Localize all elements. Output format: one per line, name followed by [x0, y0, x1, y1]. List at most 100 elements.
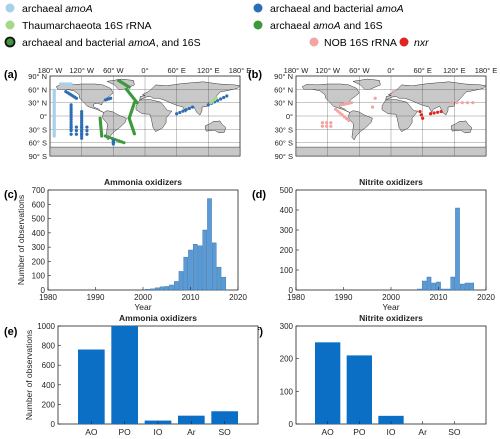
y-tick-label: 200: [280, 246, 294, 255]
y-axis-label: Number of observations: [16, 195, 26, 285]
bar: [164, 286, 170, 291]
map-lat-tick-label: 60° N: [274, 85, 293, 94]
legend-item-nxr: nxr: [399, 37, 429, 49]
legend-label: nxr: [414, 37, 429, 49]
sample-point: [450, 101, 454, 105]
x-tick-label: 1980: [39, 293, 57, 302]
y-tick-label: 100: [32, 272, 46, 281]
map-lon-tick-label: 0°: [387, 66, 394, 75]
legend-item-nob-16s: NOB 16S rRNA: [309, 37, 397, 49]
legend-label: Thaumarchaeota 16S rRNA: [22, 20, 152, 32]
sample-point: [80, 136, 84, 140]
map-lat-tick-label: 30° S: [275, 125, 293, 134]
sample-point: [340, 113, 344, 117]
legend-marker: [399, 37, 409, 47]
sample-point: [100, 134, 104, 138]
map-lat-tick-label: 30° S: [29, 125, 47, 134]
sample-point: [74, 96, 78, 100]
sample-point: [85, 132, 89, 136]
sample-point: [333, 107, 338, 111]
x-tick-label: Ar: [418, 427, 427, 437]
map-lon-tick-label: 180° E: [475, 66, 498, 75]
y-tick-label: 500: [32, 215, 46, 224]
x-tick-label: 1990: [87, 293, 105, 302]
y-tick-label: 700: [32, 186, 46, 195]
y-tick-label: 200: [42, 400, 56, 409]
map-lon-tick-label: 120° E: [197, 66, 220, 75]
plot-area: [295, 189, 487, 291]
bar: [159, 286, 165, 291]
legend-item-archaeal-amoa: archaeal amoA: [5, 3, 93, 15]
y-tick-label: 400: [32, 229, 46, 238]
bar: [221, 276, 227, 291]
sample-point: [69, 122, 73, 127]
sample-point: [436, 110, 440, 114]
legend-marker: [253, 20, 263, 30]
chart-title: Ammonia oxidizers: [104, 177, 182, 187]
sample-point: [74, 129, 78, 133]
sample-point: [222, 95, 226, 100]
land-polygon: [352, 78, 381, 90]
y-tick-label: 600: [42, 361, 56, 370]
x-tick-label: 1980: [287, 293, 305, 302]
sample-point: [85, 125, 89, 129]
bar: [211, 411, 238, 424]
legend-marker: [5, 20, 15, 30]
y-tick-label: 400: [280, 206, 294, 215]
map-lat-tick-label: 30° N: [28, 99, 47, 108]
bar: [455, 207, 460, 291]
sample-point: [421, 116, 425, 120]
bar: [154, 287, 160, 291]
map-lat-tick-label: 90° N: [28, 72, 47, 81]
map-b: 180° W 120° W 60° W 0° 60° E 120° E 180° E 90° …: [274, 66, 497, 161]
sample-point: [325, 124, 329, 128]
legend-item-arch-amoa-16s: archaeal amoA and 16S: [253, 20, 383, 32]
sample-point: [206, 103, 210, 107]
sample-point: [219, 97, 223, 101]
sample-point: [122, 141, 126, 145]
land-polygon: [301, 83, 360, 113]
map-lat-tick-label: 60° N: [28, 85, 47, 94]
legend-label: archaeal and bacterial amoA: [270, 3, 404, 15]
chart-e: AO PO IO Ar SO 0 200 400 600 800 1000 Ammonia oxidi…: [24, 313, 259, 437]
chart-title: Nitrite oxidizers: [359, 177, 423, 187]
x-tick-label: 2020: [477, 293, 495, 302]
map-lat-tick-label: 0°: [286, 112, 293, 121]
sample-point: [69, 103, 73, 107]
x-axis-label: Year: [382, 302, 399, 312]
y-tick-label: 300: [280, 226, 294, 235]
panel-label-b: (b): [248, 69, 262, 81]
map-lon-tick-label: 120° W: [315, 66, 341, 75]
map-lat-tick-label: 90° S: [29, 152, 47, 161]
panel-label-d: (d): [252, 189, 266, 201]
map-lon-tick-label: 60° W: [349, 66, 370, 75]
bar: [445, 288, 451, 291]
sample-point: [111, 142, 115, 146]
map-lat-tick-label: 90° N: [274, 72, 293, 81]
legend-item-thaum-16s: Thaumarchaeota 16S rRNA: [5, 20, 152, 32]
legend-label: archaeal amoA and 16S: [270, 20, 383, 32]
legend-item-arch-bact-amoa-16s: archaeal and bacterial amoA, and 16S: [4, 36, 201, 49]
sample-point: [460, 101, 464, 105]
bar: [315, 342, 341, 424]
map-lon-tick-label: 180° E: [229, 66, 252, 75]
x-tick-label: IO: [387, 427, 396, 437]
bar: [183, 256, 189, 291]
sample-point: [80, 112, 84, 116]
x-tick-label: 2000: [134, 293, 152, 302]
sample-point: [69, 120, 73, 124]
bar: [346, 355, 372, 424]
sample-point: [329, 121, 333, 125]
sample-point: [349, 101, 354, 105]
sample-point: [344, 116, 349, 121]
map-lon-tick-label: 180° W: [38, 66, 64, 75]
sample-point: [320, 121, 324, 125]
legend-marker: [309, 37, 319, 47]
sample-point: [69, 129, 73, 133]
x-tick-label: PO: [353, 427, 366, 437]
y-tick-label: 300: [32, 243, 46, 252]
x-tick-label: AO: [85, 427, 98, 437]
bar: [417, 288, 422, 291]
x-tick-label: 2010: [430, 293, 448, 302]
land-polygon: [102, 110, 127, 141]
